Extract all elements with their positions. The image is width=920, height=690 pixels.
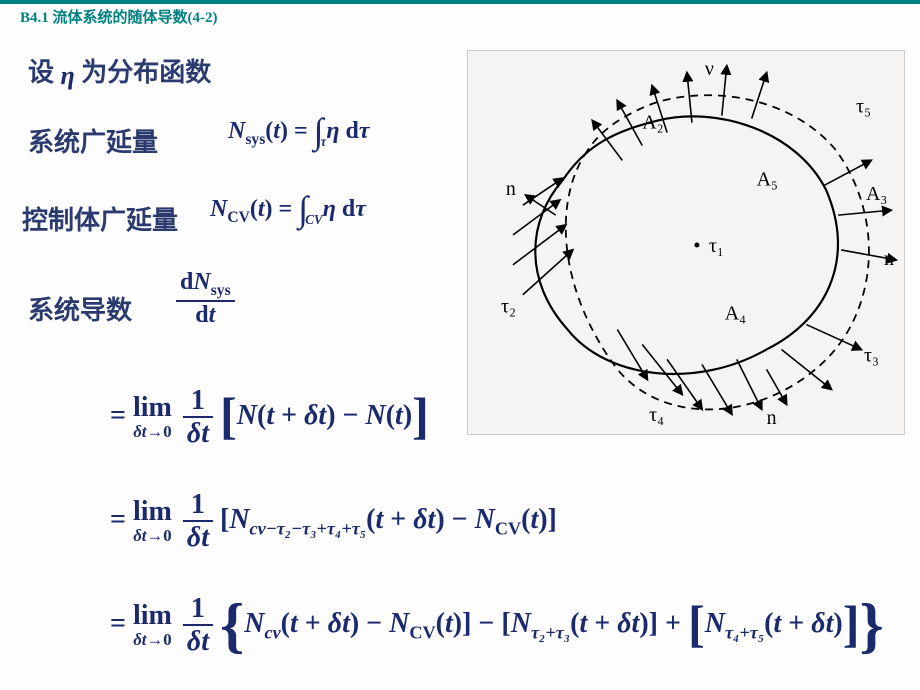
label-tau3: τ₃ [864,344,879,366]
lim-1: lim δt→0 [133,394,172,441]
header-rule [0,0,920,4]
frac-dNsys-dt: dNsys dt [176,270,235,328]
one-over-dt-2: 1 δt [183,490,213,553]
section-title: B4.1 流体系统的随体导数(4-2) [20,6,218,27]
eq1-eq: = [288,118,314,144]
arrows-a4 [617,330,761,415]
eq-line-7: = lim δt→0 1 δt {Ncv(t + δt) − NCV(t)] −… [110,594,884,657]
center-dot [694,243,699,248]
label-n2: n [884,248,894,270]
eq2-sub: CV [227,209,250,226]
label-n3: n [767,407,777,429]
one-over-dt-3: 1 δt [183,594,213,657]
eq-line-5: = lim δt→0 1 δt [N(t + δt) − N(t)] [110,386,429,449]
lim-3: lim δt→0 [133,602,172,649]
eq2-N: N [210,196,227,222]
control-volume-diagram: ν τ₁ τ₂ τ₃ τ₄ τ₅ A₂ A₃ A₄ A₅ n n n [467,50,905,435]
fraction: dNsys dt [176,270,235,328]
eq-cv: NCV(t) = ∫CVη dτ [210,196,366,228]
label-tau1: τ₁ [709,235,724,257]
label-A3: A₃ [866,183,887,205]
line-3-label: 控制体广延量 [22,200,178,237]
int2-sub: CV [305,212,323,227]
l1-post: 为分布函数 [75,58,212,87]
one-over-dt-1: 1 δt [183,386,213,449]
eta-symbol: η [61,61,75,91]
label-n1: n [506,178,516,200]
eq1-N: N [228,118,245,144]
l1-pre: 设 [28,58,61,87]
arrows-tau3 [782,325,862,390]
arrows-a3 [824,160,896,259]
line-2-label: 系统广延量 [28,122,158,159]
lim-2: lim δt→0 [133,498,172,545]
line-1: 设 η 为分布函数 [28,52,211,89]
label-A5: A₅ [757,168,778,190]
label-A2: A₂ [642,112,663,134]
label-A4: A₄ [725,303,746,325]
eq1-sub: sys [245,131,265,148]
arrows-tau2 [513,178,573,294]
label-tau4: τ₄ [649,404,664,426]
eq-sys: Nsys(t) = ∫τη dτ [228,118,370,150]
label-tau5: τ₅ [856,96,871,118]
label-tau2: τ₂ [501,296,516,318]
label-nu: ν [705,58,714,80]
line-4-label: 系统导数 [28,290,132,327]
arrows-a2 [592,66,766,161]
eq-line-6: = lim δt→0 1 δt [Ncv−τ₂−τ₃+τ₄+τ₅(t + δt)… [110,490,557,553]
cv-boundary-solid [535,116,838,374]
